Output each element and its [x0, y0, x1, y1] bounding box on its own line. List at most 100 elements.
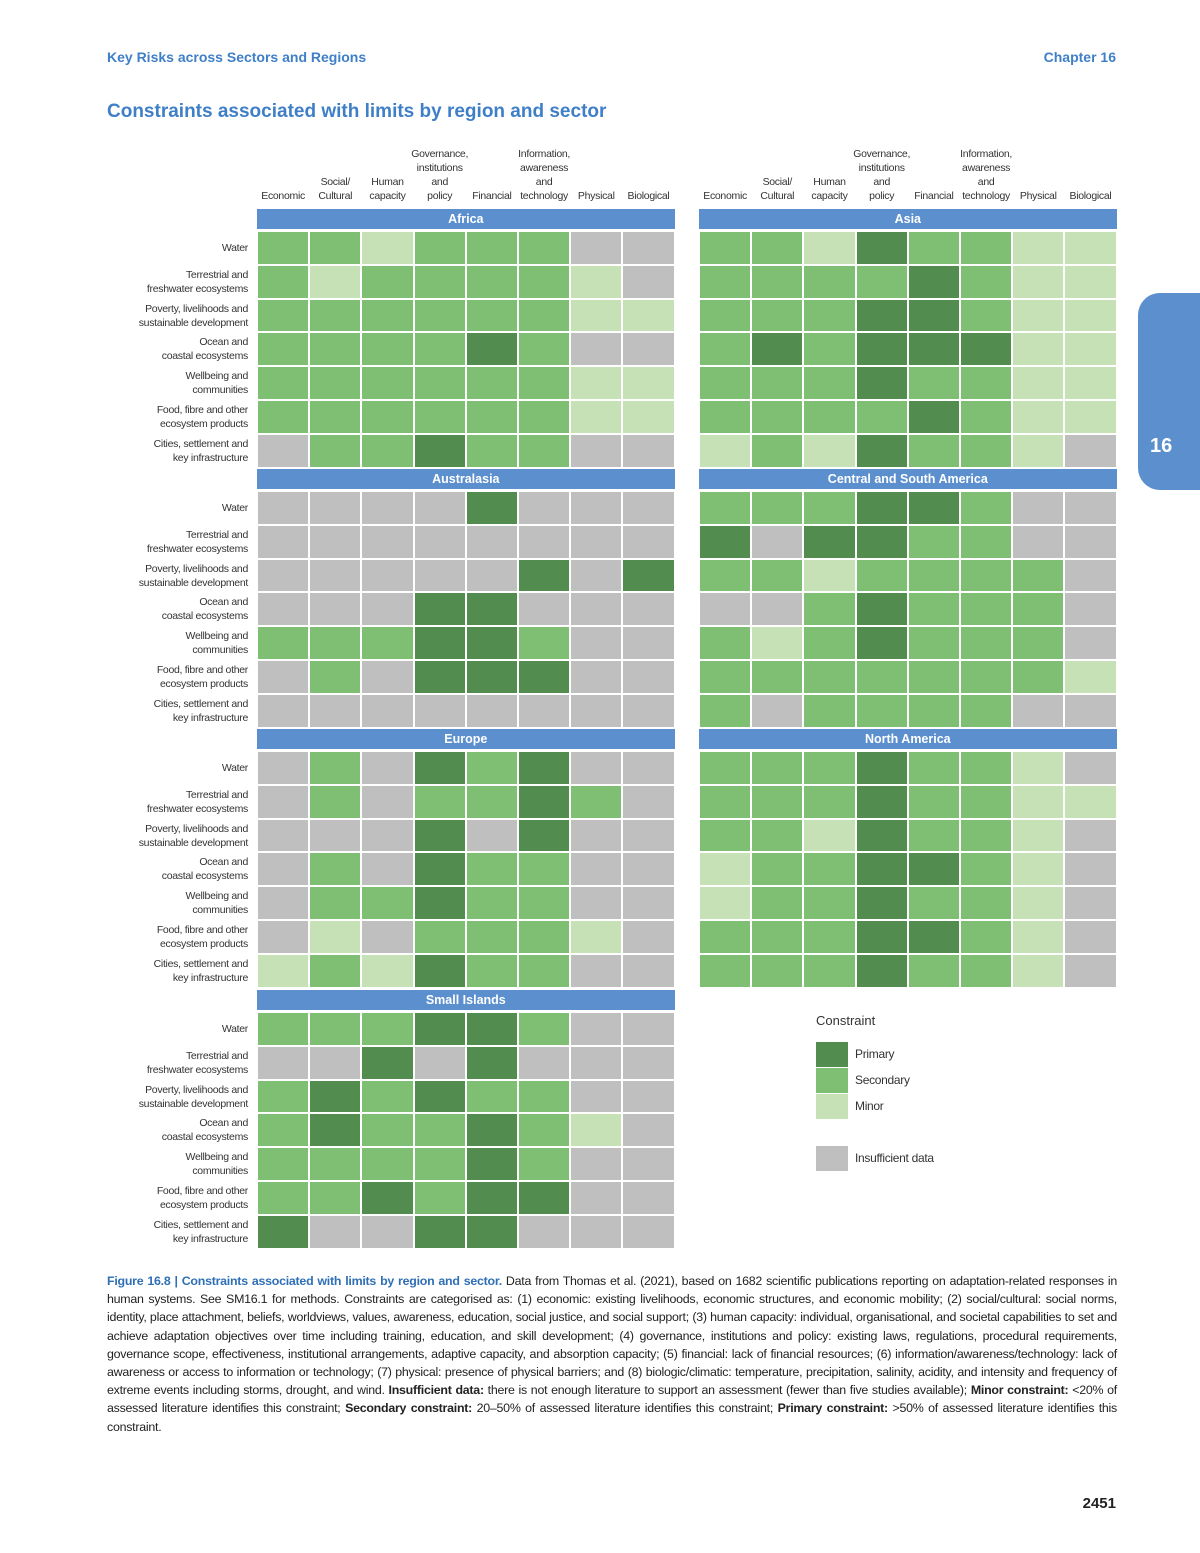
heatmap-cell	[699, 433, 752, 468]
heatmap-cell	[518, 1181, 571, 1215]
heatmap-cell	[751, 852, 804, 887]
heatmap-cell	[751, 592, 804, 627]
heatmap-cell	[361, 953, 414, 988]
heatmap-cell	[465, 332, 518, 367]
heatmap-cell	[907, 524, 960, 559]
heatmap-cell	[803, 693, 856, 728]
heatmap-cell	[855, 433, 908, 468]
heatmap-cell	[518, 332, 571, 367]
heatmap-cell	[1012, 920, 1065, 954]
heatmap-cell	[413, 298, 466, 333]
heatmap-cell	[257, 920, 310, 954]
heatmap-cell	[309, 1012, 362, 1046]
heatmap-cell	[257, 751, 310, 785]
heatmap-cell	[751, 400, 804, 434]
legend-label: Primary	[855, 1047, 895, 1061]
heatmap-cell	[855, 524, 908, 559]
heatmap-cell	[570, 660, 623, 694]
heatmap-cell	[751, 491, 804, 525]
heatmap-cell	[465, 1181, 518, 1215]
row-label: Terrestrial and freshwater ecosystems	[146, 268, 248, 295]
heatmap-cell	[465, 491, 518, 525]
heatmap-cell	[907, 818, 960, 853]
heatmap-cell	[803, 751, 856, 785]
heatmap-cell	[413, 433, 466, 468]
heatmap-cell	[257, 366, 310, 400]
heatmap-cell	[907, 592, 960, 627]
heatmap-cell	[570, 1147, 623, 1181]
heatmap-cell	[699, 592, 752, 627]
row-label: Cities, settlement and key infrastructur…	[153, 437, 249, 464]
heatmap-cell	[465, 592, 518, 627]
heatmap-cell	[361, 852, 414, 887]
heatmap-cell	[570, 558, 623, 593]
heatmap-cell	[622, 264, 675, 299]
heatmap-cell	[699, 660, 752, 694]
heatmap-cell	[855, 693, 908, 728]
heatmap-cell	[622, 693, 675, 728]
heatmap-cell	[257, 1012, 310, 1046]
heatmap-cell	[751, 693, 804, 728]
heatmap-cell	[622, 784, 675, 819]
heatmap-cell	[622, 1147, 675, 1181]
heatmap-cell	[570, 433, 623, 468]
heatmap-cell	[855, 400, 908, 434]
heatmap-cell	[751, 433, 804, 468]
column-header: Financial	[914, 190, 954, 202]
heatmap-cell	[960, 298, 1013, 333]
heatmap-cell	[622, 886, 675, 920]
heatmap-cell	[960, 231, 1013, 265]
heatmap-cell	[803, 818, 856, 853]
heatmap-cell	[960, 920, 1013, 954]
heatmap-cell	[309, 818, 362, 853]
heatmap-cell	[413, 400, 466, 434]
row-label: Ocean and coastal ecosystems	[161, 336, 249, 363]
heatmap-cell	[907, 693, 960, 728]
heatmap-cell	[960, 626, 1013, 660]
row-label: Poverty, livelihoods and sustainable dev…	[138, 302, 249, 329]
row-label: Food, fibre and other ecosystem products	[156, 1184, 248, 1211]
column-header: Economic	[261, 190, 305, 202]
heatmap-cell	[413, 784, 466, 819]
heatmap-cell	[309, 693, 362, 728]
heatmap-cell	[1064, 433, 1117, 468]
heatmap-cell	[622, 433, 675, 468]
heatmap-cell	[622, 1181, 675, 1215]
heatmap-cell	[960, 852, 1013, 887]
heatmap-cell	[257, 1079, 310, 1114]
heatmap-cell	[413, 886, 466, 920]
heatmap-cell	[413, 1181, 466, 1215]
heatmap-cell	[1064, 818, 1117, 853]
heatmap-cell	[622, 920, 675, 954]
heatmap-cell	[465, 1214, 518, 1249]
heatmap-cell	[361, 1079, 414, 1114]
caption: Figure 16.8 | Constraints associated wit…	[107, 1272, 1117, 1436]
heatmap-cell	[257, 818, 310, 853]
region-header: Europe	[257, 729, 675, 749]
heatmap-cell	[257, 886, 310, 920]
heatmap-cell	[855, 491, 908, 525]
heatmap-cell	[570, 400, 623, 434]
heatmap-cell	[413, 231, 466, 265]
heatmap-cell	[751, 920, 804, 954]
heatmap-cell	[907, 366, 960, 400]
heatmap-cell	[699, 953, 752, 988]
heatmap-cell	[570, 491, 623, 525]
heatmap-cell	[751, 366, 804, 400]
heatmap-cell	[361, 1045, 414, 1080]
heatmap-cell	[622, 558, 675, 593]
heatmap-cell	[699, 818, 752, 853]
heatmap-cell	[622, 1045, 675, 1080]
heatmap-cell	[1012, 626, 1065, 660]
heatmap-cell	[622, 592, 675, 627]
heatmap-cell	[309, 1214, 362, 1249]
heatmap-cell	[1064, 491, 1117, 525]
heatmap-cell	[465, 626, 518, 660]
row-label: Ocean and coastal ecosystems	[161, 856, 249, 883]
heatmap-cell	[803, 524, 856, 559]
column-header: Human capacity	[811, 176, 848, 202]
heatmap-cell	[570, 1181, 623, 1215]
caption-run: Insufficient data:	[388, 1383, 485, 1398]
heatmap-cell	[960, 818, 1013, 853]
heatmap-cell	[257, 626, 310, 660]
